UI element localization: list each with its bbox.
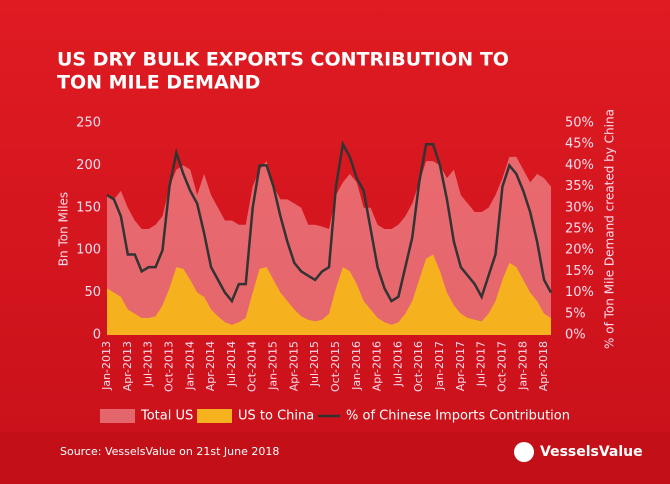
x-tick-label: Jan-2013: [100, 341, 113, 391]
x-tick-label: Oct-2015: [329, 341, 342, 392]
x-tick-label: Jan-2014: [183, 341, 196, 391]
x-tick-label: Jul-2014: [225, 341, 238, 387]
y-tick-label: 250: [76, 116, 101, 131]
y2-tick-label: 20%: [565, 243, 594, 258]
x-tick-label: Oct-2016: [412, 341, 425, 392]
x-tick-label: Oct-2017: [495, 341, 508, 392]
x-tick-label: Jan-2017: [433, 341, 446, 391]
x-tick-label: Jan-2015: [267, 341, 280, 391]
y2-tick-label: 25%: [565, 222, 594, 237]
y2-tick-label: 30%: [565, 200, 594, 215]
area: [107, 254, 551, 335]
legend-label: Total US: [140, 409, 193, 424]
x-tick-label: Jul-2017: [475, 341, 488, 387]
legend-swatch: [100, 409, 135, 423]
y2-tick-label: 50%: [565, 116, 594, 131]
y2-tick-label: 40%: [565, 158, 594, 173]
x-tick-label: Apr-2013: [121, 341, 134, 391]
x-tick-label: Jul-2013: [142, 341, 155, 387]
y2-tick-label: 15%: [565, 264, 594, 279]
x-tick-label: Apr-2014: [204, 341, 217, 391]
x-tick-label: Jan-2016: [350, 341, 363, 391]
legend-label: % of Chinese Imports Contribution: [346, 409, 570, 424]
legend-label: US to China: [238, 409, 314, 424]
y-tick-label: 150: [76, 200, 101, 215]
y2-tick-label: 45%: [565, 137, 594, 152]
x-tick-label: Oct-2013: [162, 341, 175, 392]
y2-tick-label: 10%: [565, 285, 594, 300]
x-tick-label: Jan-2018: [516, 341, 529, 391]
y-axis-title: Bn Ton Miles: [57, 192, 71, 266]
footer: [0, 432, 670, 484]
y-tick-label: 50: [84, 285, 101, 300]
y2-tick-label: 35%: [565, 179, 594, 194]
y-tick-label: 100: [76, 243, 101, 258]
x-tick-label: Apr-2016: [371, 341, 384, 391]
chart-title: US DRY BULK EXPORTS CONTRIBUTION TO: [57, 49, 509, 71]
y2-axis-title: % of Ton Mile Demand created by China: [603, 109, 617, 349]
y-tick-label: 200: [76, 158, 101, 173]
source: Source: VesselsValue on 21st June 2018: [60, 445, 279, 458]
y2-tick-label: 5%: [565, 306, 586, 321]
y2-tick-label: 0%: [565, 328, 586, 343]
logo: VesselsValue: [540, 444, 643, 460]
x-tick-label: Apr-2015: [287, 341, 300, 391]
y-tick-label: 0: [93, 328, 101, 343]
logo-icon: [514, 442, 534, 462]
x-tick-label: Jul-2016: [391, 341, 404, 387]
chart-title: TON MILE DEMAND: [57, 72, 260, 94]
line: [106, 140, 553, 304]
x-tick-label: Apr-2017: [454, 341, 467, 391]
x-tick-label: Apr-2018: [537, 341, 550, 391]
legend-swatch: [197, 409, 232, 423]
x-tick-label: Oct-2014: [246, 341, 259, 392]
x-tick-label: Jul-2015: [308, 341, 321, 387]
